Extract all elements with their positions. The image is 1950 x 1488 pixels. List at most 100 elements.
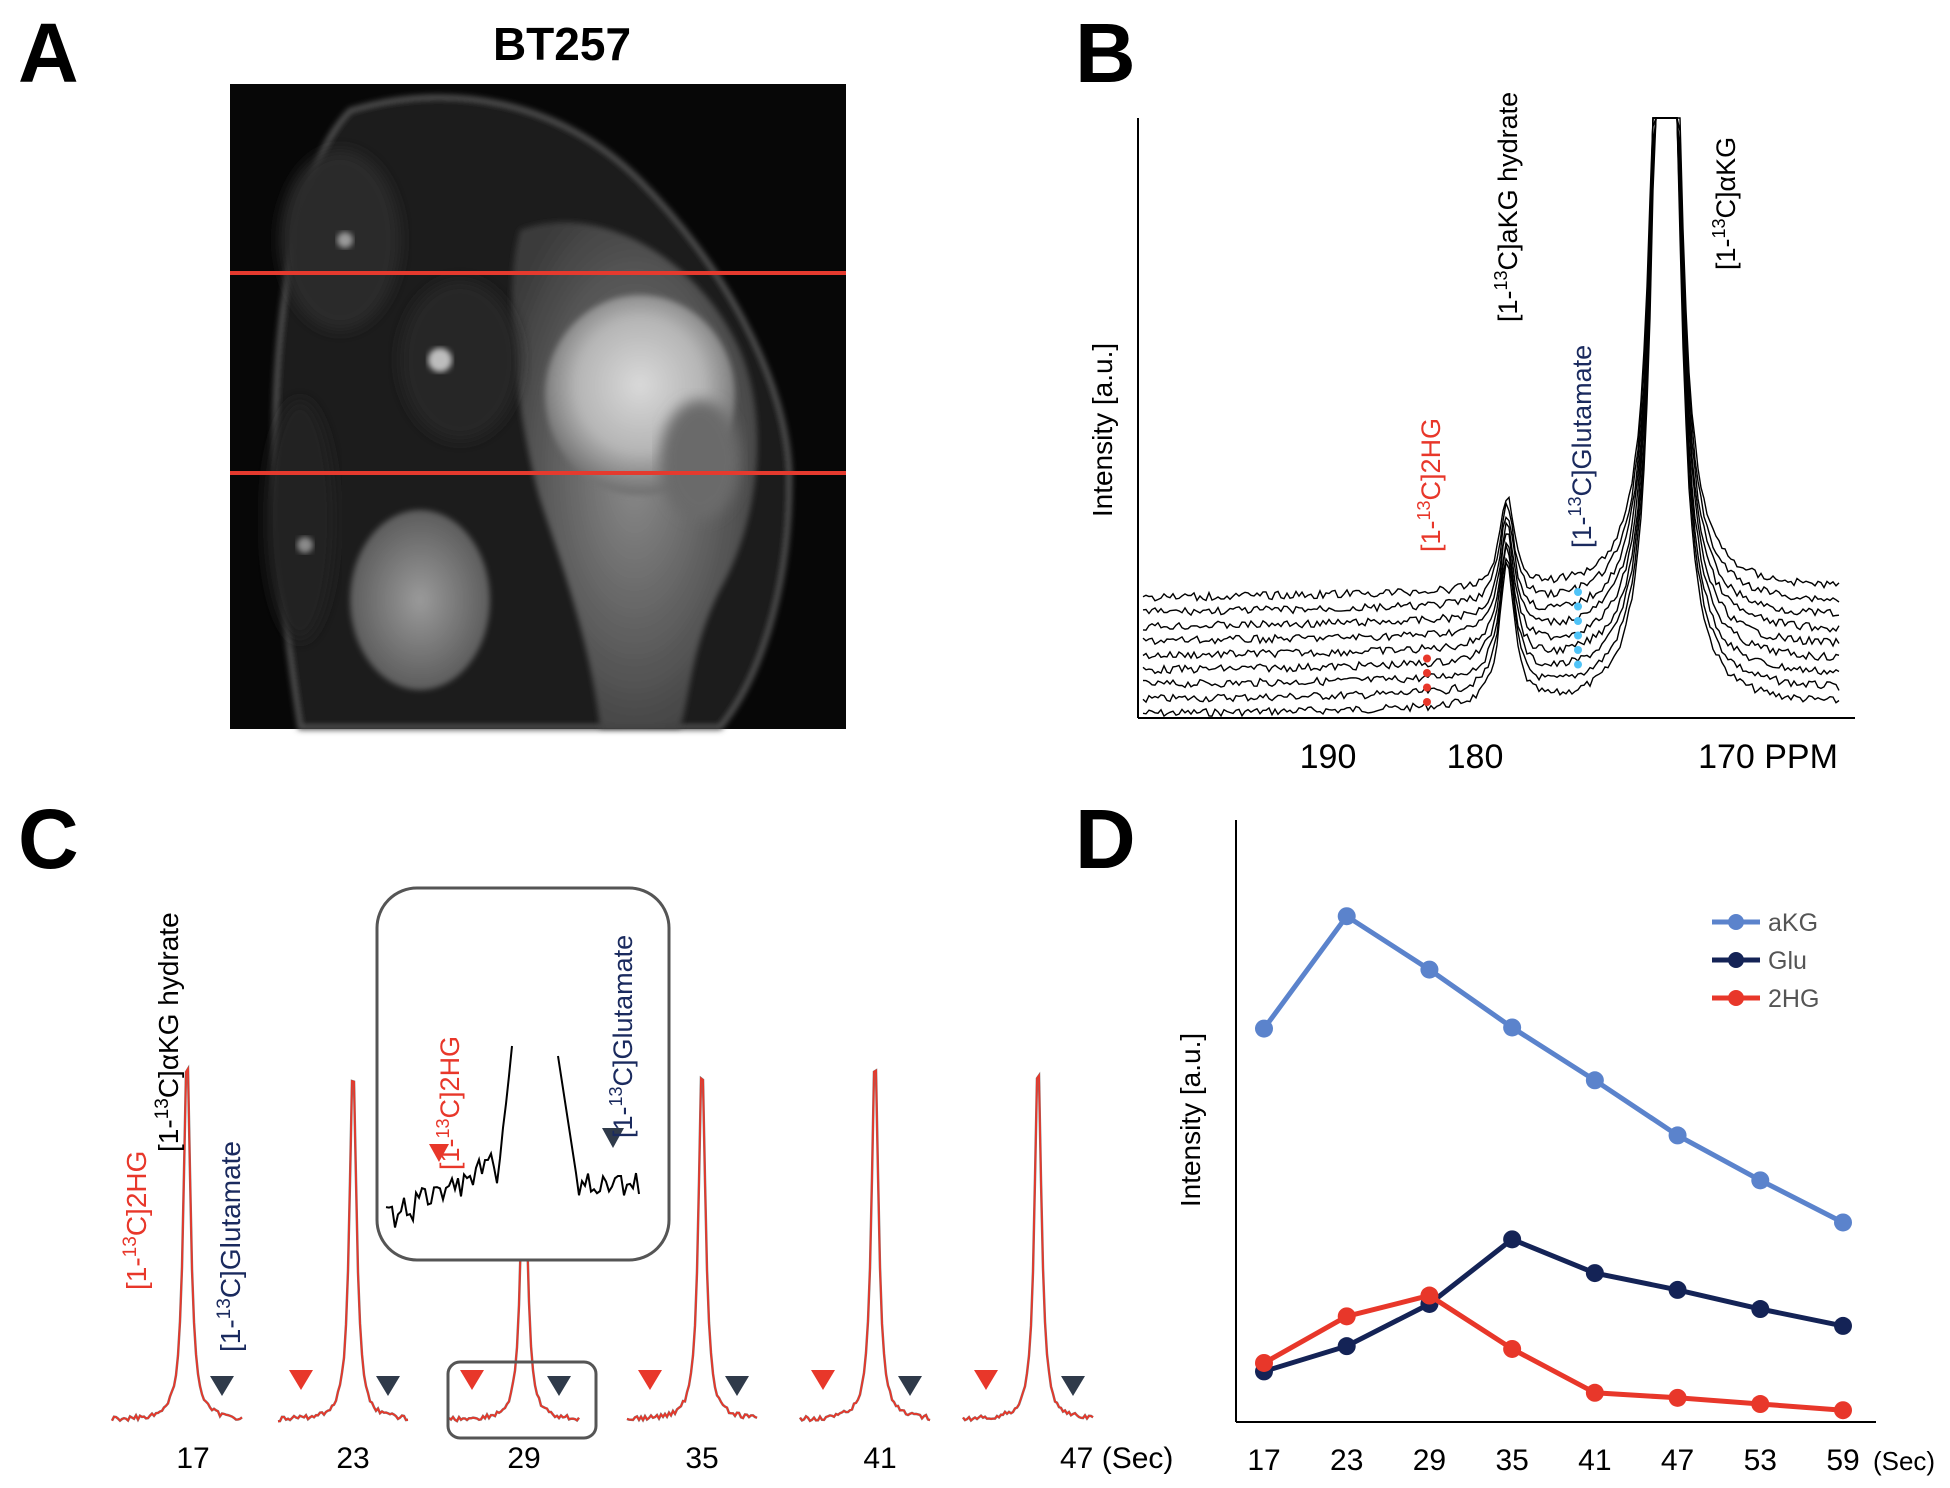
panel-b-2hg-marker bbox=[1423, 698, 1431, 706]
panel-c-inset-2hg-marker bbox=[429, 1144, 449, 1162]
panel-d-point-glu bbox=[1834, 1316, 1852, 1335]
panel-d-point-2hg bbox=[1668, 1388, 1687, 1407]
legend-label-glu: Glu bbox=[1768, 947, 1807, 975]
panel-c-spectrum bbox=[962, 1072, 1094, 1422]
legend-marker-glu bbox=[1728, 952, 1744, 968]
panel-b-glu-marker bbox=[1574, 588, 1582, 596]
panel-b-label-akg: [1-13C]αKG bbox=[1709, 137, 1741, 270]
panel-c-inset-frame bbox=[375, 886, 671, 1262]
panel-b-spectrum bbox=[1142, 117, 1840, 617]
panel-b-ylabel: Intensity [a.u.] bbox=[1087, 343, 1118, 517]
panel-c-spectrum bbox=[111, 1065, 243, 1422]
panel-d-legend: aKG Glu 2HG bbox=[1712, 909, 1819, 1013]
panel-d-line-akg bbox=[1261, 912, 1845, 1225]
panel-b-2hg-marker bbox=[1423, 669, 1431, 677]
panel-b-spectrum bbox=[1142, 117, 1840, 689]
panel-d-series bbox=[1255, 907, 1852, 1420]
panel-c: C [1-13C]αKG hydrate [1-13C]2HG [1-13C]G… bbox=[18, 792, 1173, 1475]
panel-c-inset-label-2hg: [1-13C]2HG bbox=[433, 1036, 465, 1170]
panel-d-point-2hg bbox=[1255, 1353, 1273, 1372]
panel-c-label: C bbox=[18, 792, 79, 886]
panel-c-time-29: 29 bbox=[507, 1442, 540, 1475]
panel-b-spectrum bbox=[1142, 117, 1840, 646]
panel-d-point-2hg bbox=[1337, 1307, 1356, 1326]
panel-c-spectrum bbox=[277, 1079, 409, 1423]
panel-d-point-2hg bbox=[1834, 1401, 1852, 1420]
panel-c-inset: [1-13C]2HG [1-13C]Glutamate bbox=[375, 886, 671, 1262]
panel-b-label-akg-hydrate: [1-13C]aKG hydrate bbox=[1491, 92, 1523, 322]
panel-d-xlabel: (Sec) bbox=[1873, 1446, 1935, 1476]
panel-d-tick-label: 53 bbox=[1744, 1444, 1777, 1477]
panel-b-tick-170: 170 PPM bbox=[1698, 738, 1838, 776]
panel-a-title: BT257 bbox=[493, 18, 631, 70]
panel-d-point-akg bbox=[1503, 1018, 1522, 1037]
panel-c-time-47: 47 (Sec) bbox=[1060, 1442, 1173, 1475]
panel-c-inset-glu-marker bbox=[602, 1128, 624, 1148]
panel-b-tick-180: 180 bbox=[1447, 738, 1504, 776]
panel-c-spectrum bbox=[448, 1154, 580, 1423]
panel-b-tick-190: 190 bbox=[1300, 738, 1357, 776]
panel-b: B Intensity [a.u.] 190 180 170 PPM [1-13… bbox=[1075, 6, 1855, 776]
panel-b-label-2hg: [1-13C]2HG bbox=[1414, 418, 1446, 552]
panel-b-label: B bbox=[1075, 6, 1136, 100]
panel-c-glu-marker bbox=[898, 1376, 922, 1396]
panel-c-2hg-marker bbox=[811, 1370, 835, 1390]
panel-d-tick-label: 29 bbox=[1413, 1444, 1446, 1477]
panel-b-glu-marker bbox=[1574, 660, 1582, 669]
panel-d-line-glu bbox=[1263, 1236, 1844, 1374]
panel-b-glu-marker bbox=[1574, 631, 1582, 640]
panel-d-point-glu bbox=[1503, 1230, 1522, 1249]
panel-c-glu-marker bbox=[547, 1376, 571, 1396]
panel-d-tick-label: 59 bbox=[1826, 1444, 1859, 1477]
panel-b-spectrum bbox=[1142, 117, 1840, 631]
legend-label-2hg: 2HG bbox=[1768, 985, 1819, 1013]
panel-d-tick-label: 23 bbox=[1330, 1444, 1363, 1477]
panel-c-time-17: 17 bbox=[176, 1442, 209, 1475]
panel-d-point-glu bbox=[1751, 1300, 1770, 1319]
panel-b-glu-marker bbox=[1574, 646, 1582, 654]
panel-c-2hg-marker bbox=[974, 1370, 998, 1390]
panel-d-point-2hg bbox=[1751, 1395, 1770, 1414]
panel-d-point-glu bbox=[1337, 1337, 1356, 1356]
panel-d-point-akg bbox=[1585, 1071, 1604, 1090]
panel-c-spectra bbox=[110, 1064, 1094, 1423]
legend-marker-2hg bbox=[1728, 990, 1744, 1006]
panel-c-inset-label-glutamate: [1-13C]Glutamate bbox=[606, 935, 638, 1138]
panel-b-spectra bbox=[1142, 117, 1840, 718]
mri-image bbox=[230, 84, 846, 730]
panel-c-time-23: 23 bbox=[336, 1442, 369, 1475]
panel-d: D Intensity [a.u.] (Sec) 17 23 29 35 41 47 53 5… bbox=[1075, 792, 1935, 1477]
legend-marker-akg bbox=[1728, 914, 1744, 930]
panel-c-time-41: 41 bbox=[863, 1442, 896, 1475]
panel-b-spectrum bbox=[1142, 117, 1840, 602]
legend-label-akg: aKG bbox=[1768, 909, 1818, 937]
panel-d-point-glu bbox=[1668, 1280, 1687, 1299]
panel-c-label-glutamate: [1-13C]Glutamate bbox=[214, 1141, 246, 1352]
panel-d-tick-label: 35 bbox=[1495, 1444, 1528, 1477]
panel-d-point-akg bbox=[1668, 1126, 1687, 1145]
panel-b-spectrum bbox=[1142, 117, 1840, 675]
panel-d-point-2hg bbox=[1585, 1383, 1604, 1402]
panel-c-2hg-marker bbox=[289, 1370, 313, 1390]
panel-c-2hg-marker bbox=[460, 1370, 484, 1390]
panel-c-inset-spectrum bbox=[385, 1045, 640, 1228]
panel-b-spectrum bbox=[1142, 117, 1840, 660]
panel-c-time-35: 35 bbox=[685, 1442, 718, 1475]
panel-d-line-2hg bbox=[1262, 1292, 1844, 1413]
panel-d-ylabel: Intensity [a.u.] bbox=[1175, 1033, 1206, 1207]
panel-d-tick-label: 47 bbox=[1661, 1444, 1694, 1477]
panel-b-2hg-marker bbox=[1423, 683, 1431, 692]
panel-c-label-akg-hydrate: [1-13C]αKG hydrate bbox=[152, 912, 184, 1152]
panel-d-point-2hg bbox=[1503, 1339, 1522, 1358]
panel-d-tick-label: 17 bbox=[1247, 1444, 1280, 1477]
panel-c-zoom-box bbox=[446, 1360, 598, 1440]
panel-d-point-akg bbox=[1834, 1213, 1852, 1232]
panel-d-point-akg bbox=[1337, 907, 1356, 926]
panel-b-2hg-marker bbox=[1423, 654, 1431, 663]
panel-b-spectrum bbox=[1142, 117, 1840, 704]
panel-c-spectrum bbox=[799, 1069, 931, 1423]
panel-d-point-2hg bbox=[1420, 1286, 1439, 1305]
panel-d-point-akg bbox=[1255, 1019, 1273, 1038]
panel-c-glu-marker bbox=[1061, 1376, 1085, 1396]
